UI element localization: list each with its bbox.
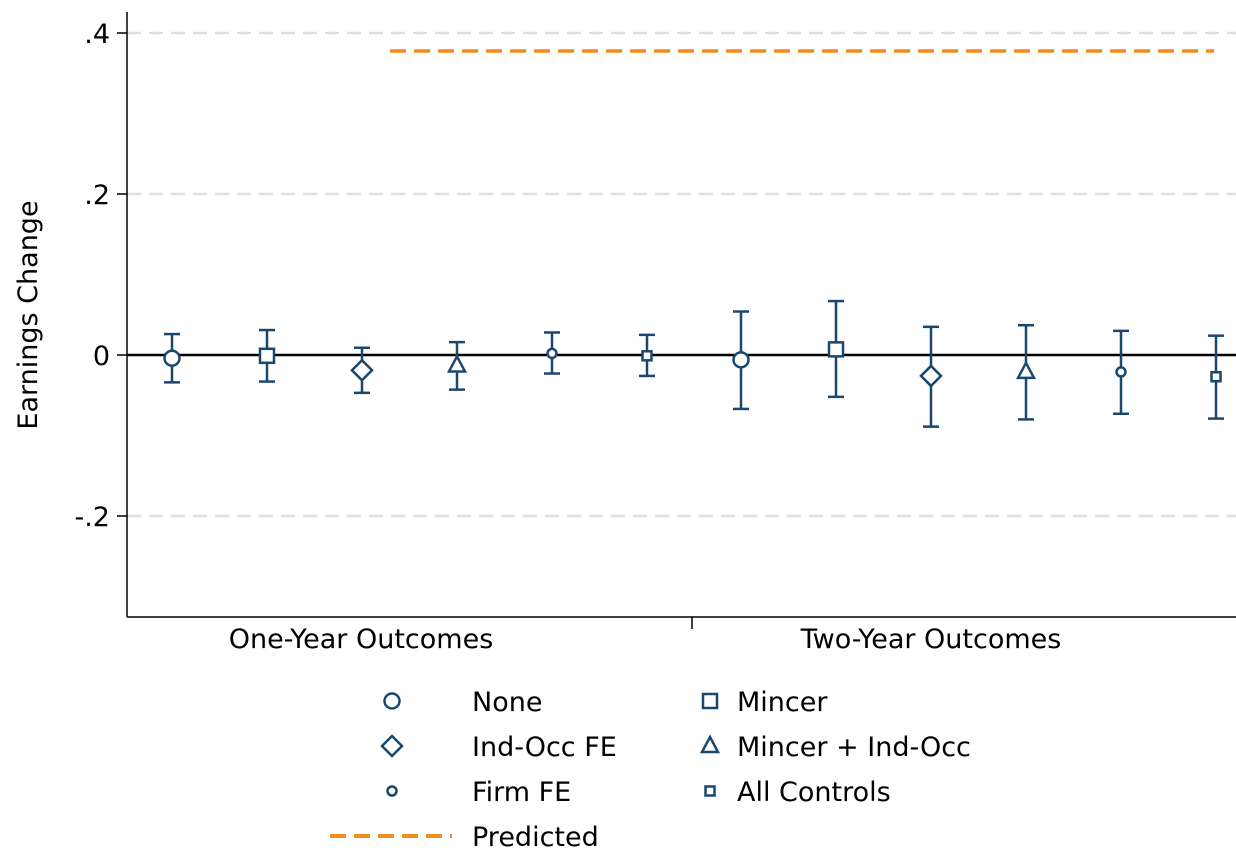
error-bar-point (544, 331, 560, 375)
gridlines (127, 31, 1236, 518)
point-marker (641, 350, 653, 362)
legend-item: Ind-Occ FE (380, 732, 617, 763)
legend-marker (386, 785, 398, 797)
point-marker (546, 347, 558, 360)
y-tick-label: .4 (84, 19, 110, 50)
error-bar-point (163, 332, 181, 384)
data-marks (163, 299, 1224, 428)
y-tick-label: -.2 (74, 502, 110, 533)
error-bar-point (1113, 329, 1129, 416)
point-marker (827, 341, 845, 358)
error-bar-point (732, 310, 750, 411)
y-tick-label: .2 (84, 180, 110, 211)
legend: None Mincer Ind-Occ FE Mincer + Ind-Occ Firm… (330, 687, 971, 853)
legend-label: Firm FE (472, 777, 571, 808)
x-category-label: Two-Year Outcomes (800, 624, 1062, 655)
point-marker (446, 353, 468, 373)
legend-item: Firm FE (386, 777, 571, 808)
legend-label: Predicted (472, 822, 599, 853)
legend-marker (701, 692, 719, 710)
legend-item: None (383, 687, 542, 718)
point-marker (919, 364, 943, 388)
legend-marker (380, 734, 404, 758)
point-marker (350, 358, 374, 383)
error-bar-point (258, 328, 276, 383)
legend-item: All Controls (704, 777, 891, 808)
error-bar-point (350, 346, 374, 395)
error-bar-point (1015, 323, 1037, 421)
point-marker (732, 351, 750, 369)
y-axis-title: Earnings Change (13, 200, 44, 429)
point-marker (1210, 370, 1222, 383)
legend-item: Mincer (701, 687, 828, 718)
point-marker (163, 349, 181, 367)
error-bar-point (1208, 334, 1224, 420)
error-bar-point (446, 340, 468, 391)
legend-item: Predicted (330, 822, 599, 853)
legend-label: None (472, 687, 542, 718)
legend-marker (383, 692, 401, 710)
legend-label: Ind-Occ FE (472, 732, 617, 763)
y-tick-label: 0 (93, 341, 110, 372)
legend-label: All Controls (737, 777, 891, 808)
point-marker (1015, 360, 1037, 380)
legend-label: Mincer (737, 687, 828, 718)
x-category-label: One-Year Outcomes (229, 624, 494, 655)
legend-marker (699, 734, 721, 754)
axes: .4 .2 0 -.2 One-Year Outcomes Two-Year Outcom… (13, 12, 1236, 655)
error-bar-point (919, 325, 943, 428)
error-bar-point (827, 299, 845, 399)
error-bar-point (639, 333, 655, 378)
point-marker (258, 347, 276, 365)
point-marker (1115, 366, 1127, 378)
legend-item: Mincer + Ind-Occ (699, 732, 971, 763)
legend-marker (704, 785, 716, 797)
legend-label: Mincer + Ind-Occ (737, 732, 971, 763)
